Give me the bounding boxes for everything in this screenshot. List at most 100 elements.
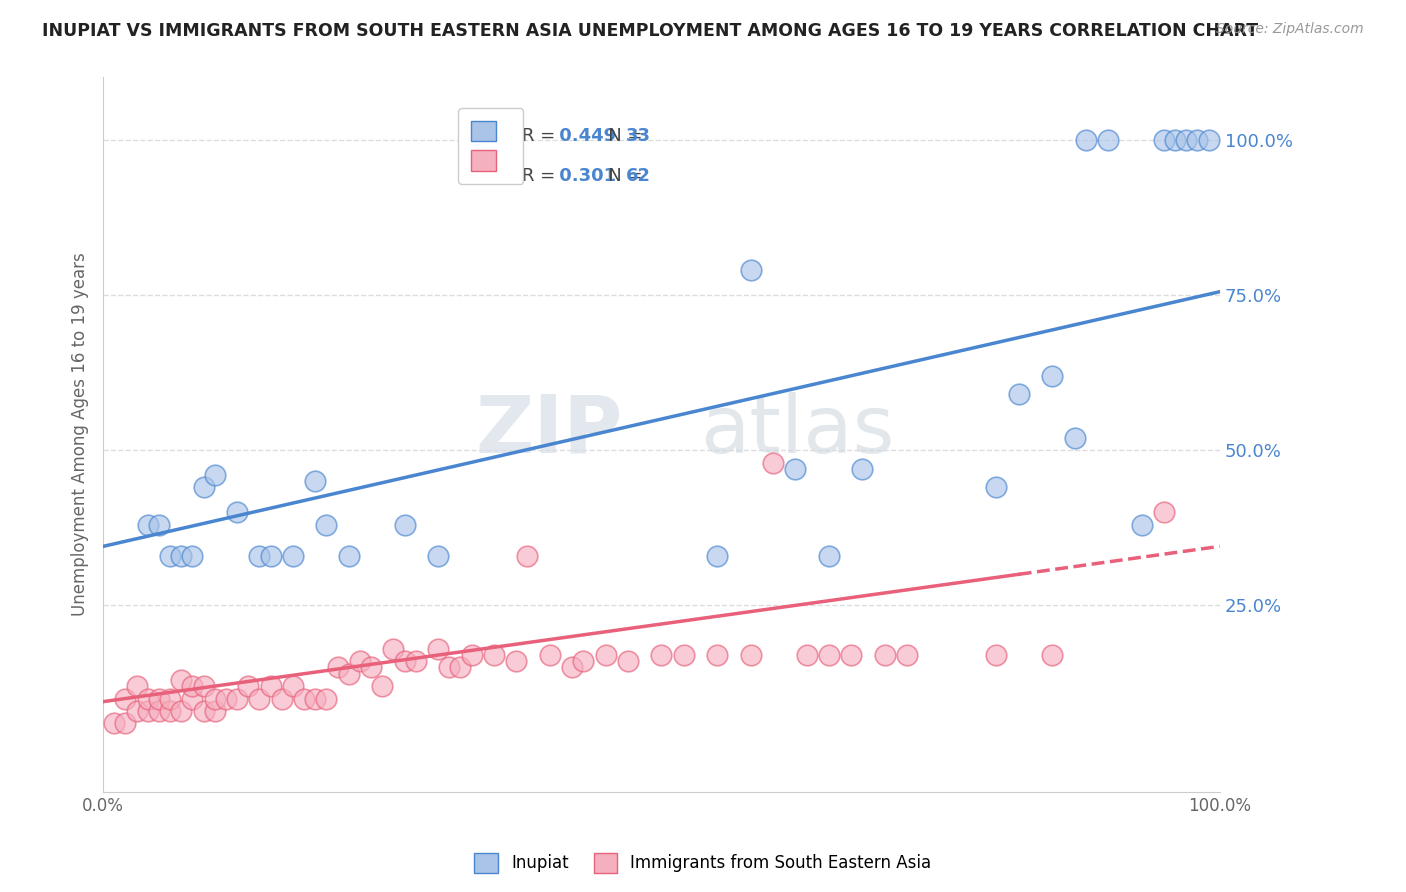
Point [1008, 387, 1031, 401]
Point [103, 716, 125, 731]
Point [1153, 505, 1175, 519]
Point [1187, 132, 1209, 146]
Point [851, 461, 873, 475]
Point [315, 517, 337, 532]
Text: Source: ZipAtlas.com: Source: ZipAtlas.com [1216, 22, 1364, 37]
Point [1130, 517, 1153, 532]
Point [114, 691, 136, 706]
Point [427, 549, 450, 563]
Point [204, 691, 226, 706]
Point [349, 654, 371, 668]
Point [270, 691, 292, 706]
Point [394, 654, 416, 668]
Point [193, 679, 215, 693]
Point [281, 549, 304, 563]
Point [617, 654, 640, 668]
Point [159, 549, 181, 563]
Point [259, 679, 281, 693]
Point [818, 549, 841, 563]
Point [505, 654, 527, 668]
Point [650, 648, 672, 662]
Point [427, 641, 450, 656]
Point [785, 461, 807, 475]
Text: atlas: atlas [700, 392, 894, 470]
Point [460, 648, 482, 662]
Point [170, 673, 193, 687]
Point [170, 549, 193, 563]
Point [706, 648, 728, 662]
Point [1175, 132, 1198, 146]
Point [226, 505, 249, 519]
Point [181, 679, 204, 693]
Point [595, 648, 617, 662]
Point [1040, 648, 1063, 662]
Point [170, 704, 193, 718]
Point [136, 517, 159, 532]
Point [136, 691, 159, 706]
Point [315, 691, 337, 706]
Point [482, 648, 505, 662]
Point [304, 474, 326, 488]
Text: 33: 33 [626, 128, 651, 145]
Point [762, 456, 785, 470]
Point [159, 704, 181, 718]
Point [1097, 132, 1119, 146]
Point [259, 549, 281, 563]
Point [238, 679, 260, 693]
Legend: Inupiat, Immigrants from South Eastern Asia: Inupiat, Immigrants from South Eastern A… [468, 847, 938, 880]
Point [148, 517, 170, 532]
Point [1063, 431, 1085, 445]
Point [572, 654, 595, 668]
Point [1153, 132, 1175, 146]
Point [839, 648, 862, 662]
Point [159, 691, 181, 706]
Point [538, 648, 561, 662]
Point [326, 660, 349, 674]
Text: ZIP: ZIP [475, 392, 623, 470]
Text: INUPIAT VS IMMIGRANTS FROM SOUTH EASTERN ASIA UNEMPLOYMENT AMONG AGES 16 TO 19 Y: INUPIAT VS IMMIGRANTS FROM SOUTH EASTERN… [42, 22, 1258, 40]
Point [249, 691, 271, 706]
Point [1040, 368, 1063, 383]
Point [1074, 132, 1097, 146]
Point [740, 263, 762, 277]
Point [449, 660, 471, 674]
Point [181, 549, 204, 563]
Point [193, 704, 215, 718]
Point [371, 679, 394, 693]
Point [1198, 132, 1220, 146]
Point [292, 691, 315, 706]
Point [986, 480, 1008, 494]
Point [986, 648, 1008, 662]
Point [114, 716, 136, 731]
Point [281, 679, 304, 693]
Text: 0.449: 0.449 [553, 128, 616, 145]
Point [148, 704, 170, 718]
Point [516, 549, 538, 563]
Text: R =: R = [522, 167, 561, 185]
Point [226, 691, 249, 706]
Point [304, 691, 326, 706]
Point [204, 467, 226, 482]
Point [249, 549, 271, 563]
Point [706, 549, 728, 563]
Point [796, 648, 818, 662]
Point [181, 691, 204, 706]
Point [896, 648, 918, 662]
Point [1164, 132, 1187, 146]
Point [561, 660, 583, 674]
Point [136, 704, 159, 718]
Text: R =: R = [522, 128, 561, 145]
Point [394, 517, 416, 532]
Legend: , : , [458, 108, 523, 184]
Point [382, 641, 405, 656]
Point [193, 480, 215, 494]
Point [360, 660, 382, 674]
Point [818, 648, 841, 662]
Text: N =: N = [591, 167, 648, 185]
Point [439, 660, 461, 674]
Point [148, 691, 170, 706]
Point [873, 648, 896, 662]
Point [125, 704, 148, 718]
Text: 62: 62 [626, 167, 651, 185]
Point [337, 666, 360, 681]
